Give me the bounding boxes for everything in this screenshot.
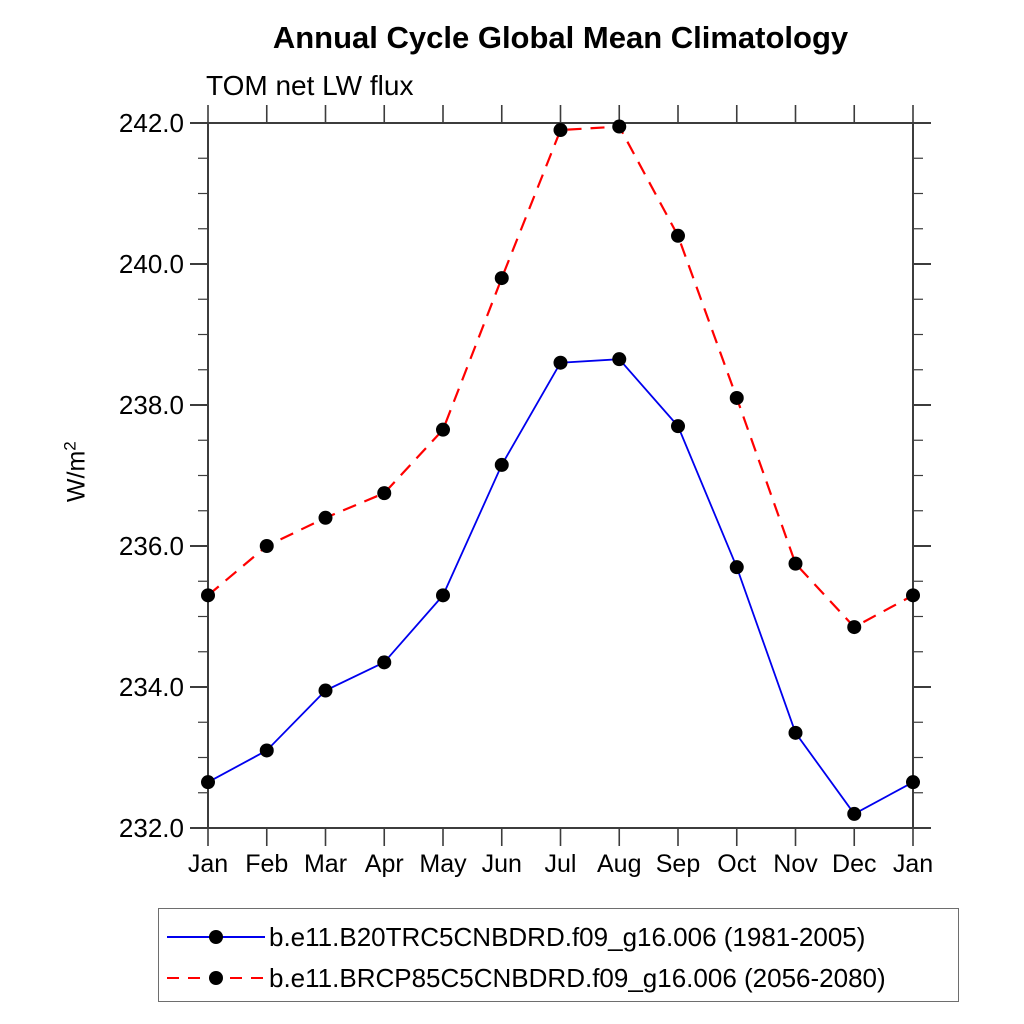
- data-point-series-0: [494, 457, 509, 472]
- series-line-1: [207, 125, 914, 629]
- data-point-series-0: [612, 352, 627, 367]
- data-point-series-0: [377, 655, 392, 670]
- legend-swatch-solid-line: [167, 930, 265, 944]
- data-point-series-0: [553, 355, 568, 370]
- legend-swatch-dashed-line: [167, 971, 265, 985]
- legend-marker-dot: [209, 930, 223, 944]
- data-point-series-0: [729, 560, 744, 575]
- data-point-series-1: [906, 588, 920, 603]
- data-point-series-1: [377, 486, 392, 501]
- data-point-series-1: [729, 390, 744, 405]
- data-point-series-1: [494, 271, 509, 286]
- y-axis-tick-label: 242.0: [119, 108, 184, 138]
- data-point-series-1: [436, 422, 450, 437]
- legend-label-rcp85: b.e11.BRCP85C5CNBDRD.f09_g16.006 (2056-2…: [269, 962, 886, 993]
- chart-title: Annual Cycle Global Mean Climatology: [272, 20, 849, 55]
- legend-entry-historical: b.e11.B20TRC5CNBDRD.f09_g16.006 (1981-20…: [165, 920, 865, 954]
- x-axis-tick-label: Aug: [597, 850, 641, 878]
- data-point-series-1: [259, 539, 274, 553]
- data-point-series-1: [553, 123, 568, 138]
- x-axis-tick-label: Mar: [304, 850, 347, 878]
- y-axis-tick-label: 236.0: [119, 531, 184, 561]
- data-point-series-0: [259, 743, 274, 758]
- x-axis-tick-label: Jun: [482, 850, 522, 878]
- x-axis-tick-label: Dec: [832, 850, 876, 878]
- legend-box: b.e11.B20TRC5CNBDRD.f09_g16.006 (1981-20…: [158, 908, 959, 1002]
- chart-subtitle: TOM net LW flux: [206, 70, 414, 101]
- x-axis-tick-label: Jul: [545, 850, 577, 878]
- legend-label-historical: b.e11.B20TRC5CNBDRD.f09_g16.006 (1981-20…: [269, 921, 866, 952]
- data-point-series-0: [201, 775, 215, 790]
- x-axis-tick-label: Oct: [717, 850, 756, 878]
- data-point-series-0: [671, 419, 685, 434]
- series-line-0: [207, 358, 914, 816]
- y-axis-tick-label: 240.0: [119, 249, 184, 279]
- x-axis-tick-label: May: [419, 850, 467, 878]
- y-axis-tick-label: 238.0: [119, 390, 184, 420]
- data-point-series-0: [788, 725, 803, 740]
- data-point-series-1: [671, 228, 685, 243]
- y-axis-tick-label: 234.0: [119, 672, 184, 702]
- x-axis-tick-label: Apr: [365, 850, 404, 878]
- data-point-series-0: [847, 806, 862, 821]
- x-axis-tick-label: Feb: [245, 850, 288, 878]
- x-axis-tick-label: Sep: [656, 850, 700, 878]
- plot-frame: [207, 122, 914, 829]
- y-axis-tick-label: 232.0: [119, 813, 184, 843]
- data-point-series-1: [612, 119, 627, 134]
- data-point-series-1: [847, 620, 862, 635]
- x-axis-tick-label: Nov: [773, 850, 818, 878]
- data-point-series-1: [201, 588, 215, 603]
- legend-entry-rcp85: b.e11.BRCP85C5CNBDRD.f09_g16.006 (2056-2…: [165, 961, 886, 995]
- data-point-series-1: [788, 556, 803, 571]
- x-axis-tick-label: Jan: [893, 850, 933, 878]
- data-point-series-1: [318, 510, 333, 525]
- legend-marker-dot: [209, 971, 223, 985]
- x-axis-tick-label: Jan: [188, 850, 228, 878]
- data-point-series-0: [318, 683, 333, 698]
- data-point-series-0: [436, 588, 450, 603]
- data-point-series-0: [906, 775, 920, 790]
